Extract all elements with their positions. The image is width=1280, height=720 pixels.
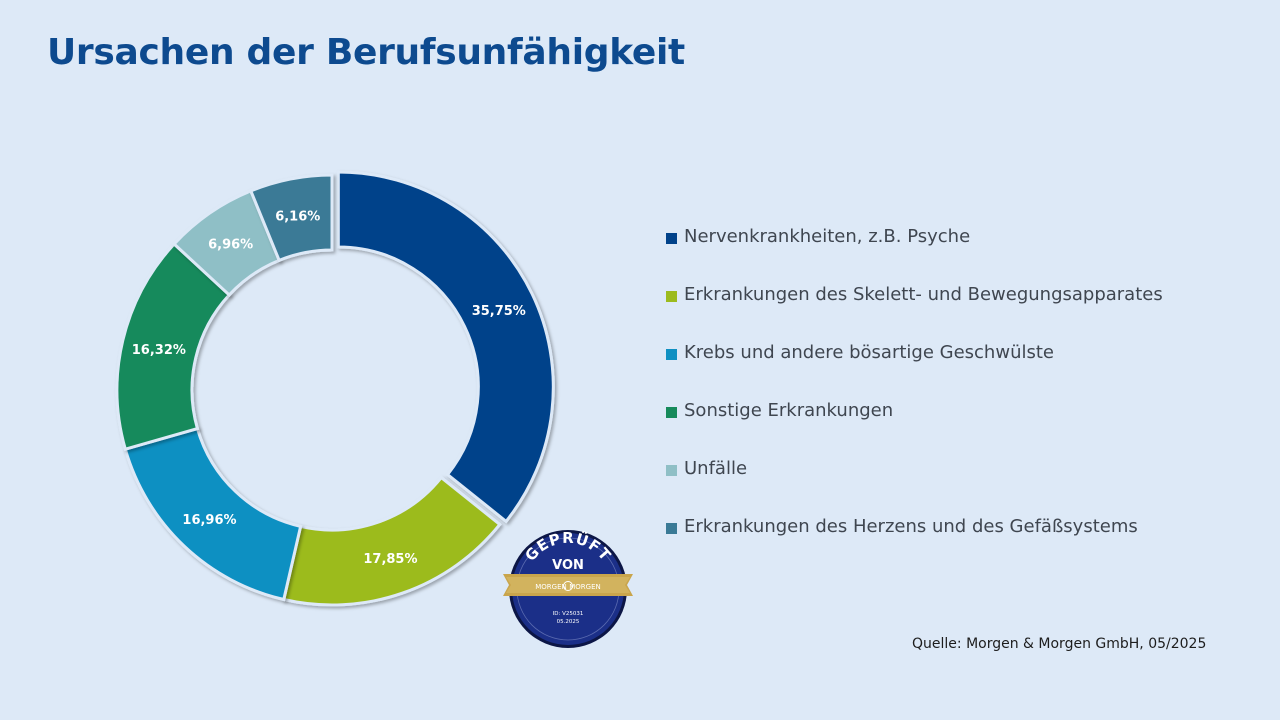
slice-erkrankungen-des-skelett-und-bewegungsapparates [281,475,502,607]
source-note: Quelle: Morgen & Morgen GmbH, 05/2025 [912,636,1207,652]
slice-label-erkrankungen-des-skelett-und-bewegungsapparates: 17,85% [363,552,417,567]
legend-swatch [666,291,677,302]
slice-label-nervenkrankheiten-z-b-psyche: 35,75% [472,304,526,319]
legend-label: Erkrankungen des Skelett- und Bewegungsa… [684,284,1163,305]
legend-label: Erkrankungen des Herzens und des Gefäßsy… [684,516,1138,537]
slice-nervenkrankheiten-z-b-psyche [336,170,555,524]
legend-swatch [666,349,677,360]
legend-label: Sonstige Erkrankungen [684,400,894,421]
seal-band-right: MORGEN [569,583,601,591]
certification-seal: GEPRÜFT VON MORGEN MORGEN ID: V25031 05.… [503,529,633,648]
legend-label: Unfälle [684,458,748,479]
legend-item-unfalle: Unfälle [666,458,1163,516]
legend-item-erkrankungen-des-skelett-und-bewegungsapparates: Erkrankungen des Skelett- und Bewegungsa… [666,284,1163,342]
legend-swatch [666,465,677,476]
legend-swatch [666,233,677,244]
chart-legend: Nervenkrankheiten, z.B. Psyche Erkrankung… [666,226,1163,574]
legend-item-nervenkrankheiten-z-b-psyche: Nervenkrankheiten, z.B. Psyche [666,226,1163,284]
legend-swatch [666,523,677,534]
legend-item-erkrankungen-des-herzens-und-des-gefasssystems: Erkrankungen des Herzens und des Gefäßsy… [666,516,1163,574]
seal-mid-text: VON [552,558,584,573]
slice-label-unfalle: 6,96% [208,238,253,253]
slice-label-sonstige-erkrankungen: 16,32% [132,343,186,358]
page-title: Ursachen der Berufsunfähigkeit [47,32,685,73]
seal-date-text: 05.2025 [557,619,580,625]
legend-swatch [666,407,677,418]
seal-id-text: ID: V25031 [553,611,584,617]
legend-item-sonstige-erkrankungen: Sonstige Erkrankungen [666,400,1163,458]
legend-label: Nervenkrankheiten, z.B. Psyche [684,226,971,247]
slice-erkrankungen-des-herzens-und-des-gefasssystems [248,173,334,263]
legend-item-krebs-und-andere-bosartige-geschwulste: Krebs und andere bösartige Geschwülste [666,342,1163,400]
slice-label-erkrankungen-des-herzens-und-des-gefasssystems: 6,16% [275,209,320,224]
seal-band-emblem-icon [563,581,573,591]
legend-label: Krebs und andere bösartige Geschwülste [684,342,1054,363]
seal-band-left: MORGEN [535,583,567,591]
slice-label-krebs-und-andere-bosartige-geschwulste: 16,96% [182,513,236,528]
